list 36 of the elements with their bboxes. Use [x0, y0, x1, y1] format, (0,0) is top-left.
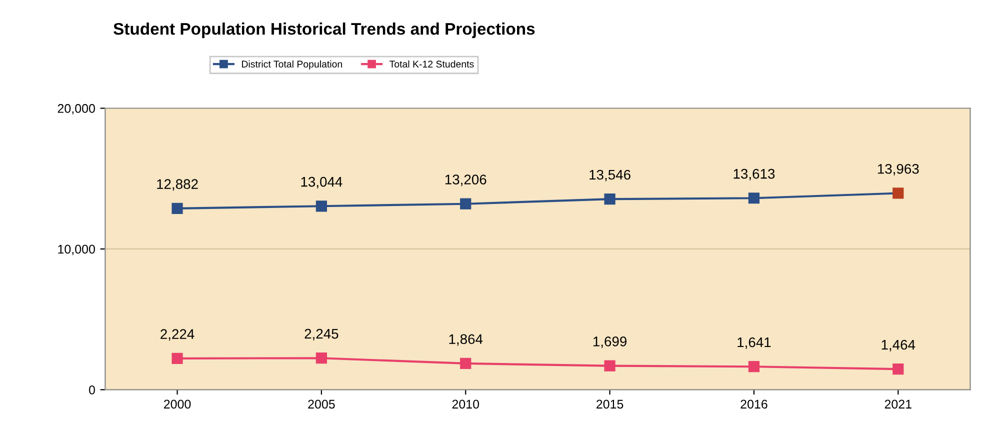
y-tick-label: 10,000 [58, 244, 95, 256]
point [316, 200, 327, 212]
data-label: 1,699 [593, 336, 627, 348]
x-tick-label: 2000 [164, 400, 191, 409]
point [460, 358, 472, 370]
data-label: 13,613 [734, 168, 775, 180]
point [892, 364, 904, 375]
point [604, 360, 616, 372]
point [460, 198, 472, 210]
x-tick-label: 2021 [884, 400, 912, 409]
legend-label: District Total Population [242, 60, 342, 70]
x-tick-label: 2005 [308, 400, 335, 409]
data-label: 1,864 [449, 334, 483, 346]
data-label: 2,245 [304, 328, 338, 340]
point [316, 352, 327, 364]
point [748, 361, 760, 372]
data-label: 13,546 [590, 170, 630, 182]
point [892, 188, 904, 199]
y-tick-label: 20,000 [58, 104, 95, 114]
data-label: 1,464 [882, 340, 916, 352]
chart-title: Student Population Historical Trends and Projections [114, 22, 535, 38]
point [172, 202, 183, 214]
data-label: 13,044 [301, 176, 342, 188]
data-label: 1,641 [738, 337, 771, 349]
point [604, 194, 616, 205]
point [172, 352, 183, 364]
x-tick-label: 2015 [596, 400, 624, 409]
y-tick-label: 0 [88, 386, 95, 394]
x-tick-label: 2016 [740, 400, 768, 409]
x-tick-label: 2010 [452, 400, 480, 409]
point [748, 192, 760, 204]
data-label: 13,963 [878, 164, 919, 176]
data-label: 12,882 [157, 179, 198, 191]
data-label: 13,206 [445, 174, 486, 186]
legend-label: Total K-12 Students [390, 60, 474, 68]
data-label: 2,224 [160, 329, 194, 341]
